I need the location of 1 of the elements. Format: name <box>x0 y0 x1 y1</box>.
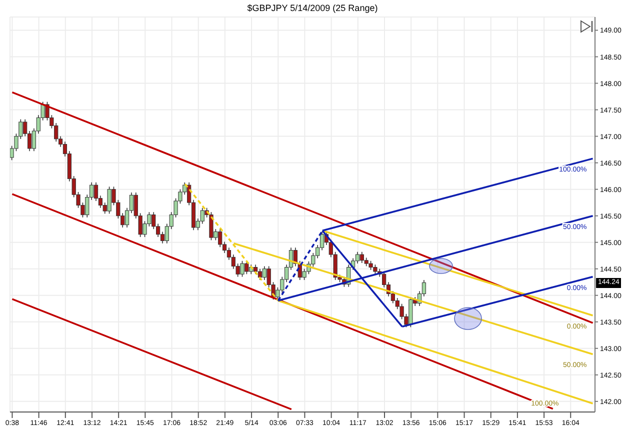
chart-title: $GBPJPY 5/14/2009 (25 Range) <box>246 3 379 13</box>
